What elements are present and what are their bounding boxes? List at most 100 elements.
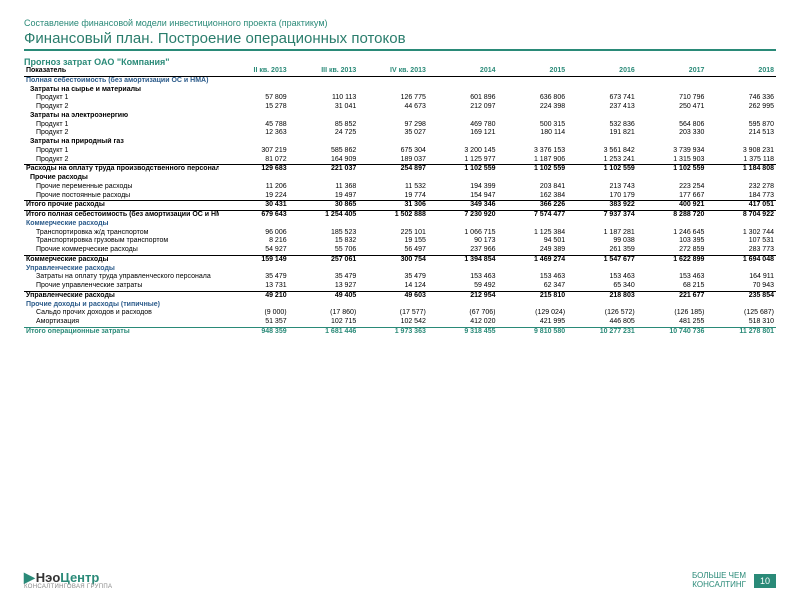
table-row: Прочие доходы и расходы (типичные) bbox=[24, 301, 776, 310]
cell: 62 347 bbox=[498, 282, 568, 291]
col-header: Показатель bbox=[24, 67, 219, 76]
cell: 1 184 808 bbox=[706, 165, 776, 174]
table-row: Продукт 281 072164 909189 0371 125 9771 … bbox=[24, 156, 776, 165]
logo-subtitle: КОНСАЛТИНГОВАЯ ГРУППА bbox=[24, 584, 112, 590]
table-subtitle: Прогноз затрат ОАО "Компания" bbox=[24, 57, 776, 67]
table-row: Коммерческие расходы159 149257 061300 75… bbox=[24, 255, 776, 264]
col-header: 2017 bbox=[637, 67, 707, 76]
cell: 194 399 bbox=[428, 183, 498, 192]
row-label: Прочие постоянные расходы bbox=[24, 192, 219, 201]
cell: 214 513 bbox=[706, 129, 776, 138]
cell: 400 921 bbox=[637, 201, 707, 211]
cell: 446 805 bbox=[567, 318, 637, 327]
cell: 212 954 bbox=[428, 291, 498, 300]
cell: (17 860) bbox=[289, 309, 359, 318]
cell: 153 463 bbox=[428, 273, 498, 282]
cell: (129 024) bbox=[498, 309, 568, 318]
cell: 249 389 bbox=[498, 246, 568, 255]
row-label: Транспортировка грузовым транспортом bbox=[24, 237, 219, 246]
breadcrumb: Составление финансовой модели инвестицио… bbox=[24, 18, 776, 28]
cell: 107 531 bbox=[706, 237, 776, 246]
table-row: Полная себестоимость (без амортизации ОС… bbox=[24, 76, 776, 85]
cell: 49 405 bbox=[289, 291, 359, 300]
cell: 746 336 bbox=[706, 94, 776, 103]
cell: 215 810 bbox=[498, 291, 568, 300]
cell: 213 743 bbox=[567, 183, 637, 192]
table-row: Расходы на оплату труда производственног… bbox=[24, 165, 776, 174]
cell: 518 310 bbox=[706, 318, 776, 327]
cell: 1 125 384 bbox=[498, 229, 568, 238]
row-label: Затраты на оплату труда управленческого … bbox=[24, 273, 219, 282]
cell: 3 376 153 bbox=[498, 147, 568, 156]
cell: 11 532 bbox=[358, 183, 428, 192]
table-row: Итого операционные затраты948 3591 681 4… bbox=[24, 327, 776, 336]
cell: 19 155 bbox=[358, 237, 428, 246]
cell: 3 200 145 bbox=[428, 147, 498, 156]
table-row: Управленческие расходы49 21049 40549 603… bbox=[24, 291, 776, 300]
table-row: Амортизация51 357102 715102 542412 02042… bbox=[24, 318, 776, 327]
cell: 184 773 bbox=[706, 192, 776, 201]
cell: 1 102 559 bbox=[637, 165, 707, 174]
table-row: Затраты на электроэнергию bbox=[24, 112, 776, 121]
cell: 102 715 bbox=[289, 318, 359, 327]
cell: 30 431 bbox=[219, 201, 289, 211]
cell: 948 359 bbox=[219, 327, 289, 336]
cell: 1 375 118 bbox=[706, 156, 776, 165]
table-row: Продукт 145 78885 85297 298469 780500 31… bbox=[24, 121, 776, 130]
cell: 45 788 bbox=[219, 121, 289, 130]
cell: 1 547 677 bbox=[567, 255, 637, 264]
cell: 154 947 bbox=[428, 192, 498, 201]
cell: 254 897 bbox=[358, 165, 428, 174]
cell: 1 502 888 bbox=[358, 211, 428, 220]
row-label: Управленческие расходы bbox=[24, 265, 776, 274]
page-number: 10 bbox=[754, 574, 776, 588]
cell: 97 298 bbox=[358, 121, 428, 130]
table-row: Продукт 157 809110 113126 775601 896636 … bbox=[24, 94, 776, 103]
cell: 300 754 bbox=[358, 255, 428, 264]
row-label: Транспортировка ж/д транспортом bbox=[24, 229, 219, 238]
cell: 19 774 bbox=[358, 192, 428, 201]
cell: 70 943 bbox=[706, 282, 776, 291]
table-row: Управленческие расходы bbox=[24, 265, 776, 274]
cell: 153 463 bbox=[567, 273, 637, 282]
cell: 153 463 bbox=[498, 273, 568, 282]
cell: 180 114 bbox=[498, 129, 568, 138]
cell: 224 398 bbox=[498, 103, 568, 112]
cell: 19 224 bbox=[219, 192, 289, 201]
cell: 225 101 bbox=[358, 229, 428, 238]
cell: (9 000) bbox=[219, 309, 289, 318]
table-row: Прочие управленческие затраты13 73113 92… bbox=[24, 282, 776, 291]
cell: 3 561 842 bbox=[567, 147, 637, 156]
row-label: Продукт 2 bbox=[24, 129, 219, 138]
table-row: Прочие коммерческие расходы54 92755 7065… bbox=[24, 246, 776, 255]
cell: 49 603 bbox=[358, 291, 428, 300]
cell: 417 051 bbox=[706, 201, 776, 211]
cell: 153 463 bbox=[637, 273, 707, 282]
row-label: Продукт 2 bbox=[24, 103, 219, 112]
table-row: Прочие постоянные расходы19 22419 49719 … bbox=[24, 192, 776, 201]
cell: 49 210 bbox=[219, 291, 289, 300]
footer: ▶ Нэо Центр КОНСАЛТИНГОВАЯ ГРУППА БОЛЬШЕ… bbox=[24, 569, 776, 590]
cell: (67 706) bbox=[428, 309, 498, 318]
col-header: III кв. 2013 bbox=[289, 67, 359, 76]
table-row: Продукт 212 36324 72535 027169 121180 11… bbox=[24, 129, 776, 138]
cell: 585 862 bbox=[289, 147, 359, 156]
cell: 262 995 bbox=[706, 103, 776, 112]
cell: 421 995 bbox=[498, 318, 568, 327]
cell: 11 278 801 bbox=[706, 327, 776, 336]
row-label: Затраты на электроэнергию bbox=[24, 112, 776, 121]
cell: (126 185) bbox=[637, 309, 707, 318]
table-row: Прочие расходы bbox=[24, 174, 776, 183]
cell: 675 304 bbox=[358, 147, 428, 156]
cell: 12 363 bbox=[219, 129, 289, 138]
cell: 1 469 274 bbox=[498, 255, 568, 264]
cell: 7 937 374 bbox=[567, 211, 637, 220]
cell: 189 037 bbox=[358, 156, 428, 165]
table-row: Продукт 1307 219585 862675 3043 200 1453… bbox=[24, 147, 776, 156]
row-label: Прочие управленческие затраты bbox=[24, 282, 219, 291]
cell: 110 113 bbox=[289, 94, 359, 103]
cell: 59 492 bbox=[428, 282, 498, 291]
cell: 7 230 920 bbox=[428, 211, 498, 220]
cell: 203 330 bbox=[637, 129, 707, 138]
cell: 3 739 934 bbox=[637, 147, 707, 156]
